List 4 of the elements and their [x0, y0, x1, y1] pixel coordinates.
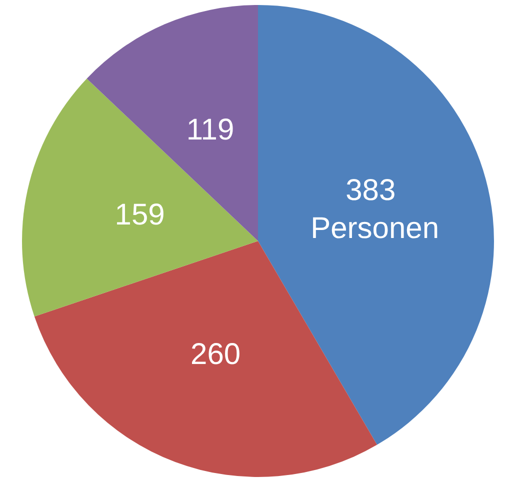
data-label: 159 — [114, 198, 165, 232]
data-label: 383 Personen — [310, 174, 440, 245]
data-label: 260 — [190, 338, 241, 371]
data-label: 119 — [186, 113, 234, 146]
